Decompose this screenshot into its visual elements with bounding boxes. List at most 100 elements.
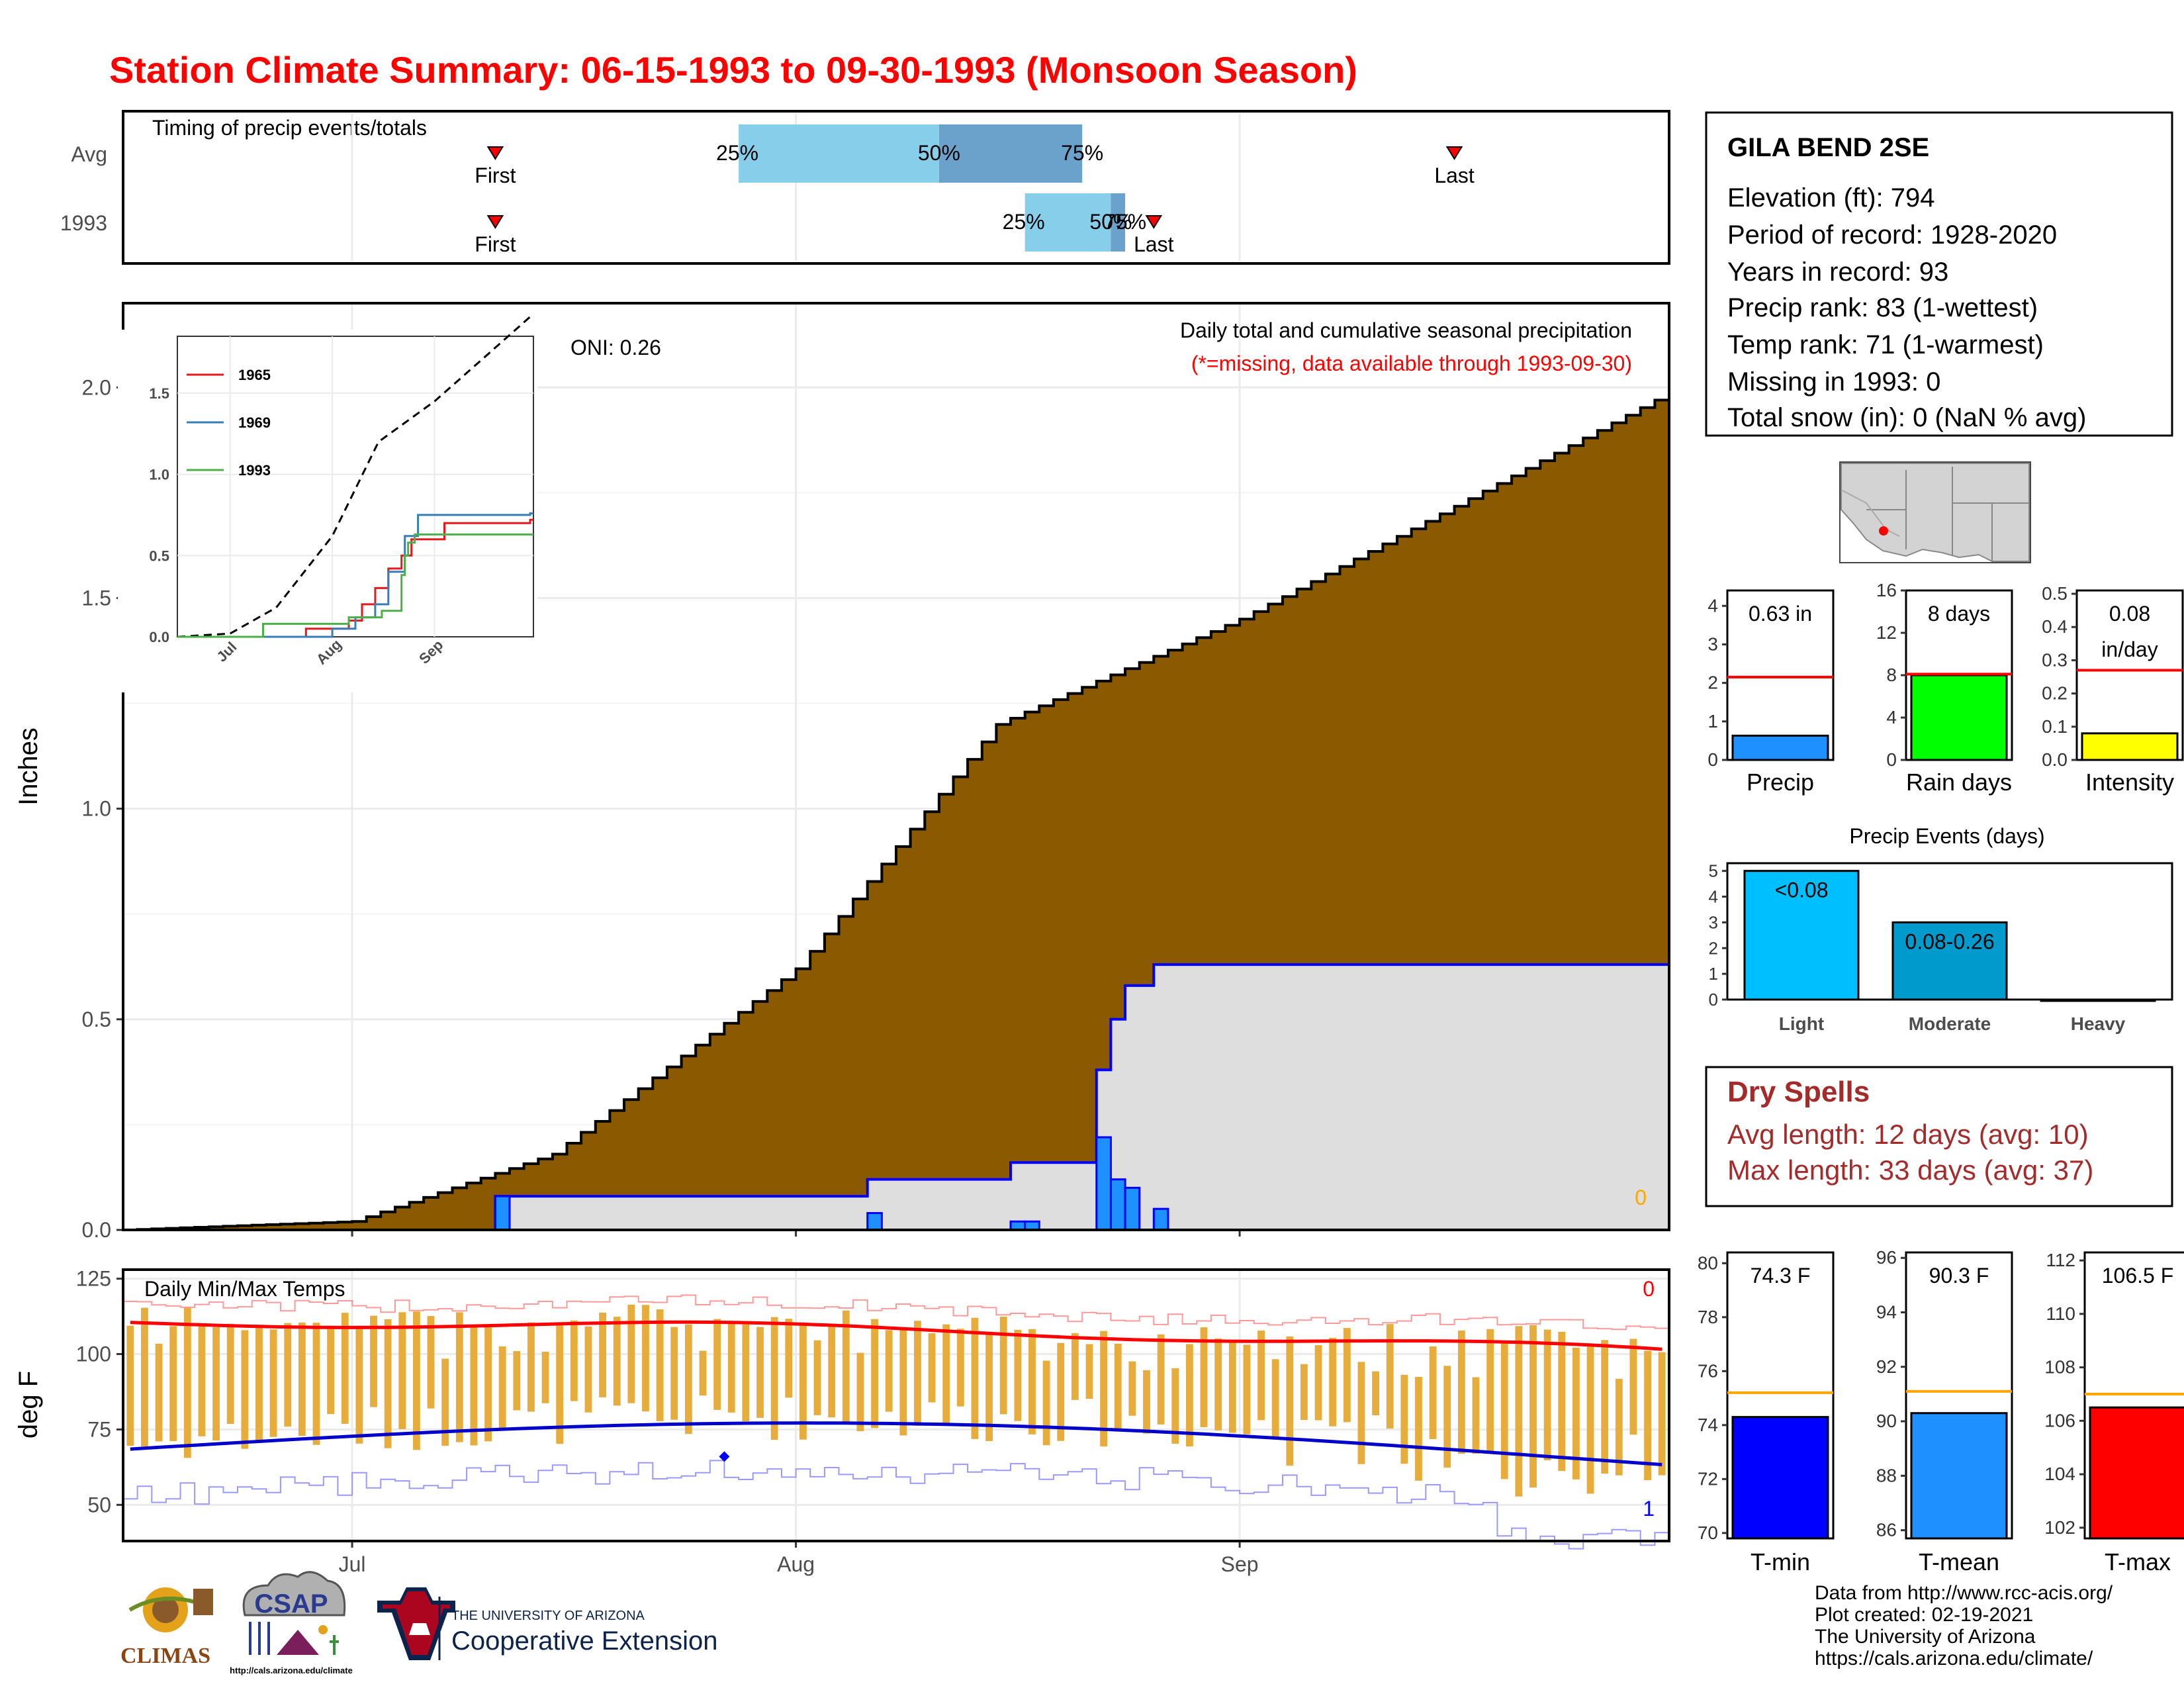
station-line-0: Elevation (ft): 794 — [1727, 183, 1935, 212]
inset-ytick-label: 1.5 — [149, 385, 169, 402]
timing-avg-iqr-upper — [938, 124, 1083, 183]
daily-temp-bar — [956, 1329, 964, 1407]
timing-1993-iqr-lower — [1024, 193, 1111, 252]
timing-1993-q50-label: 50% — [1089, 210, 1132, 234]
daily-precip-bar — [1152, 1207, 1169, 1231]
daily-temp-bar — [1329, 1337, 1337, 1427]
daily-temp-bar — [1586, 1344, 1594, 1494]
small-chart-tick-label: 4 — [1707, 595, 1718, 616]
cum-1993-area — [123, 963, 1670, 1231]
precip-ytick-label: 0.5 — [82, 1008, 111, 1031]
temp-chart-tick-label: 92 — [1876, 1356, 1897, 1377]
timing-panel: Timing of precip events/totals Avg 1993 … — [60, 110, 1670, 265]
daily-temp-bar — [1472, 1377, 1480, 1454]
daily-temp-bar — [370, 1315, 377, 1407]
small-chart-frame-0 — [1726, 589, 1835, 761]
small-chart-tick-label: 0.0 — [2042, 749, 2068, 770]
small-chart-tick-label: 1 — [1707, 711, 1718, 731]
dry-spells-avg: Avg length: 12 days (avg: 10) — [1727, 1119, 2089, 1150]
daily-temp-bar — [1629, 1338, 1637, 1435]
events-ytick-label: 1 — [1709, 964, 1718, 984]
daily-temp-bar — [971, 1317, 979, 1439]
temp-chart-tick-label: 78 — [1698, 1307, 1718, 1327]
daily-temp-bar — [684, 1324, 692, 1434]
temp-plot-bg — [123, 1270, 1669, 1541]
station-name: GILA BEND 2SE — [1727, 133, 1929, 162]
daily-temp-bar — [584, 1326, 592, 1413]
ua-logo: THE UNIVERSITY OF ARIZONA Cooperative Ex… — [377, 1587, 717, 1660]
daily-temp-bar — [226, 1323, 234, 1425]
daily-temp-bar — [928, 1333, 936, 1403]
daily-temp-bar — [1443, 1366, 1451, 1468]
daily-temp-bar — [1644, 1350, 1651, 1481]
timing-1993-first-marker — [486, 215, 504, 229]
daily-temp-bar — [470, 1325, 478, 1446]
small-chart-tick-label: 0 — [1707, 749, 1718, 770]
daily-temp-bar — [513, 1351, 521, 1411]
temp-chart-tick-label: 76 — [1698, 1360, 1718, 1381]
daily-temp-bar — [255, 1327, 263, 1440]
station-line-4: Temp rank: 71 (1-warmest) — [1727, 330, 2044, 359]
daily-temp-bar — [427, 1316, 435, 1409]
precip-panel-frame — [122, 302, 1670, 1231]
station-line-5: Missing in 1993: 0 — [1727, 367, 1940, 397]
events-ytick-label: 5 — [1709, 861, 1718, 881]
daily-temp-bar — [1071, 1333, 1079, 1400]
daily-temp-bar — [484, 1324, 492, 1442]
precip-events-panel: Precip Events (days) 0 1 2 3 4 5 <0.08 Light 0.0… — [1709, 824, 2173, 1034]
bar-precip — [1731, 734, 1829, 761]
dry-spells-frame — [1705, 1066, 2173, 1207]
daily-temp-bar — [785, 1319, 793, 1398]
daily-temp-bar — [1529, 1325, 1537, 1488]
station-location-marker — [1879, 526, 1888, 536]
bar-rain-days — [1910, 674, 2008, 761]
small-chart-tick-label: 0.4 — [2042, 616, 2068, 637]
daily-temp-bar — [284, 1323, 292, 1427]
daily-temp-bar — [1042, 1360, 1050, 1446]
small-chart-tick-label: 12 — [1876, 622, 1897, 643]
bar-t-mean — [1910, 1412, 2008, 1540]
small-chart-tick-label: 0 — [1886, 749, 1897, 770]
temp-chart-label-2: T-max — [2105, 1548, 2171, 1575]
daily-temp-bar — [1429, 1346, 1437, 1439]
temp-chart-tick-label: 72 — [1698, 1468, 1718, 1489]
dry-spells-box: Dry Spells Avg length: 12 days (avg: 10)… — [1705, 1066, 2173, 1207]
daily-temp-bar — [169, 1326, 177, 1441]
precip-ytick-label: 0.0 — [82, 1218, 111, 1242]
events-bar-heavy — [2040, 998, 2156, 1002]
daily-temp-bar — [312, 1323, 320, 1445]
daily-temp-bar — [1128, 1361, 1136, 1416]
events-ytick-label: 4 — [1709, 887, 1718, 907]
daily-temp-bar — [1171, 1368, 1179, 1444]
climas-logo: CLIMAS — [120, 1587, 213, 1668]
inset-ytick-label: 0.5 — [149, 547, 169, 564]
credit-line-3: https://cals.arizona.edu/climate/ — [1815, 1648, 2093, 1669]
inset-series-1969 — [177, 512, 533, 638]
timing-1993-q25-label: 25% — [1003, 210, 1045, 234]
ua-small-text: THE UNIVERSITY OF ARIZONA — [451, 1609, 645, 1623]
inset-frame — [177, 336, 534, 637]
small-chart-label-2: Intensity — [2085, 769, 2174, 796]
timing-1993-q75-label: 75% — [1104, 210, 1146, 234]
timing-avg-iqr-lower — [739, 124, 939, 183]
daily-temp-bar — [942, 1324, 950, 1425]
precip-panel-subtitle: (*=missing, data available through 1993-… — [1191, 352, 1632, 375]
timing-label: Timing of precip events/totals — [152, 116, 427, 140]
precip-ylabel: Inches — [14, 727, 43, 806]
events-title: Precip Events (days) — [1849, 824, 2044, 848]
inset-series-1993 — [177, 533, 533, 638]
timing-1993-last-marker — [1145, 215, 1163, 229]
daily-temp-bar — [1186, 1344, 1193, 1447]
daily-temp-bar — [999, 1316, 1007, 1415]
temp-chart-tick-label: 88 — [1876, 1465, 1897, 1485]
timing-avg-q75-label: 75% — [1061, 141, 1103, 165]
daily-temp-bar — [842, 1310, 850, 1423]
daily-temp-bar — [198, 1326, 206, 1436]
small-chart-tick-label: 8 — [1886, 665, 1897, 685]
small-chart-label-1: Rain days — [1906, 769, 2012, 796]
daily-temp-bar — [298, 1323, 306, 1436]
daily-temp-bar — [1457, 1330, 1465, 1454]
daily-temp-bar — [1658, 1352, 1666, 1476]
daily-temp-bar — [570, 1320, 578, 1401]
record-high-line — [123, 1294, 1669, 1331]
